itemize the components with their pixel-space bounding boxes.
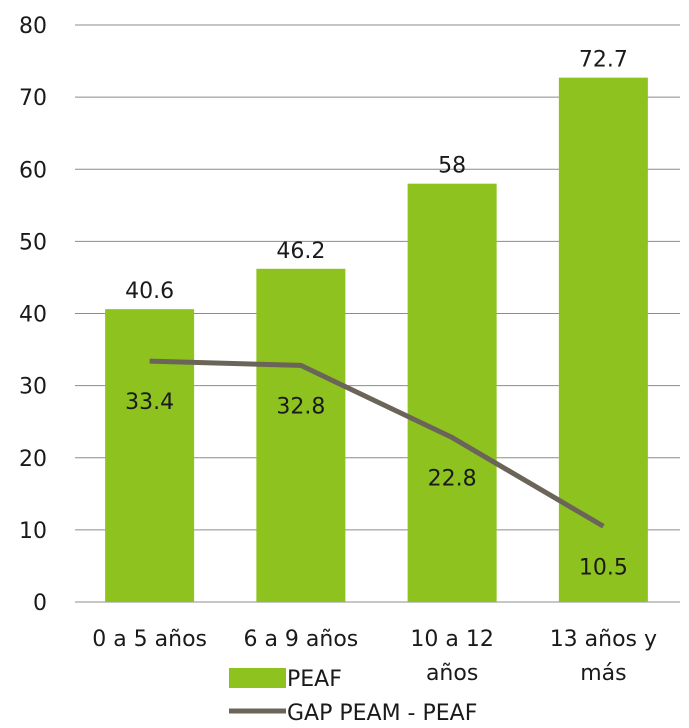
x-tick-label: 6 a 9 años <box>243 627 358 652</box>
bar-value-label: 58 <box>438 154 466 179</box>
y-tick-label: 70 <box>19 86 47 111</box>
x-tick-label: 13 años y <box>550 627 657 652</box>
y-tick-label: 80 <box>19 14 47 39</box>
bar-value-label: 72.7 <box>579 48 628 73</box>
y-tick-label: 0 <box>33 591 47 616</box>
x-tick-label: 10 a 12 <box>410 627 493 652</box>
x-tick-label: más <box>580 661 626 686</box>
bar-series <box>105 77 648 603</box>
line-path <box>149 358 605 529</box>
line-value-label: 32.8 <box>276 394 325 419</box>
line-data-labels: 33.4 32.8 22.8 10.5 <box>125 390 628 580</box>
legend-swatch-bar <box>229 668 286 688</box>
y-tick-label: 60 <box>19 158 47 183</box>
y-tick-label: 30 <box>19 375 47 400</box>
y-tick-label: 50 <box>19 230 47 255</box>
x-tick-label: 0 a 5 años <box>92 627 207 652</box>
bar-value-label: 40.6 <box>125 279 174 304</box>
line-value-label: 33.4 <box>125 390 174 415</box>
y-tick-label: 10 <box>19 519 47 544</box>
y-tick-label: 20 <box>19 447 47 472</box>
line-series <box>149 358 605 529</box>
y-tick-label: 40 <box>19 303 47 328</box>
bar <box>558 77 648 603</box>
x-tick-label: años <box>426 661 478 686</box>
line-value-label: 22.8 <box>428 467 477 492</box>
bar <box>407 183 497 603</box>
legend-label: GAP PEAM - PEAF <box>287 701 477 724</box>
x-axis-ticks: 0 a 5 años 6 a 9 años 10 a 12 años 13 años y… <box>92 627 657 686</box>
legend: PEAF GAP PEAM - PEAF <box>229 667 477 726</box>
bar-data-labels: 40.6 46.2 58 72.7 <box>125 48 628 305</box>
bar <box>105 309 195 602</box>
legend-label: PEAF <box>287 667 342 692</box>
bar-value-label: 46.2 <box>276 239 325 264</box>
y-axis-ticks: 0 10 20 30 40 50 60 70 80 <box>19 14 47 616</box>
bar <box>256 268 346 602</box>
line-value-label: 10.5 <box>579 555 628 580</box>
